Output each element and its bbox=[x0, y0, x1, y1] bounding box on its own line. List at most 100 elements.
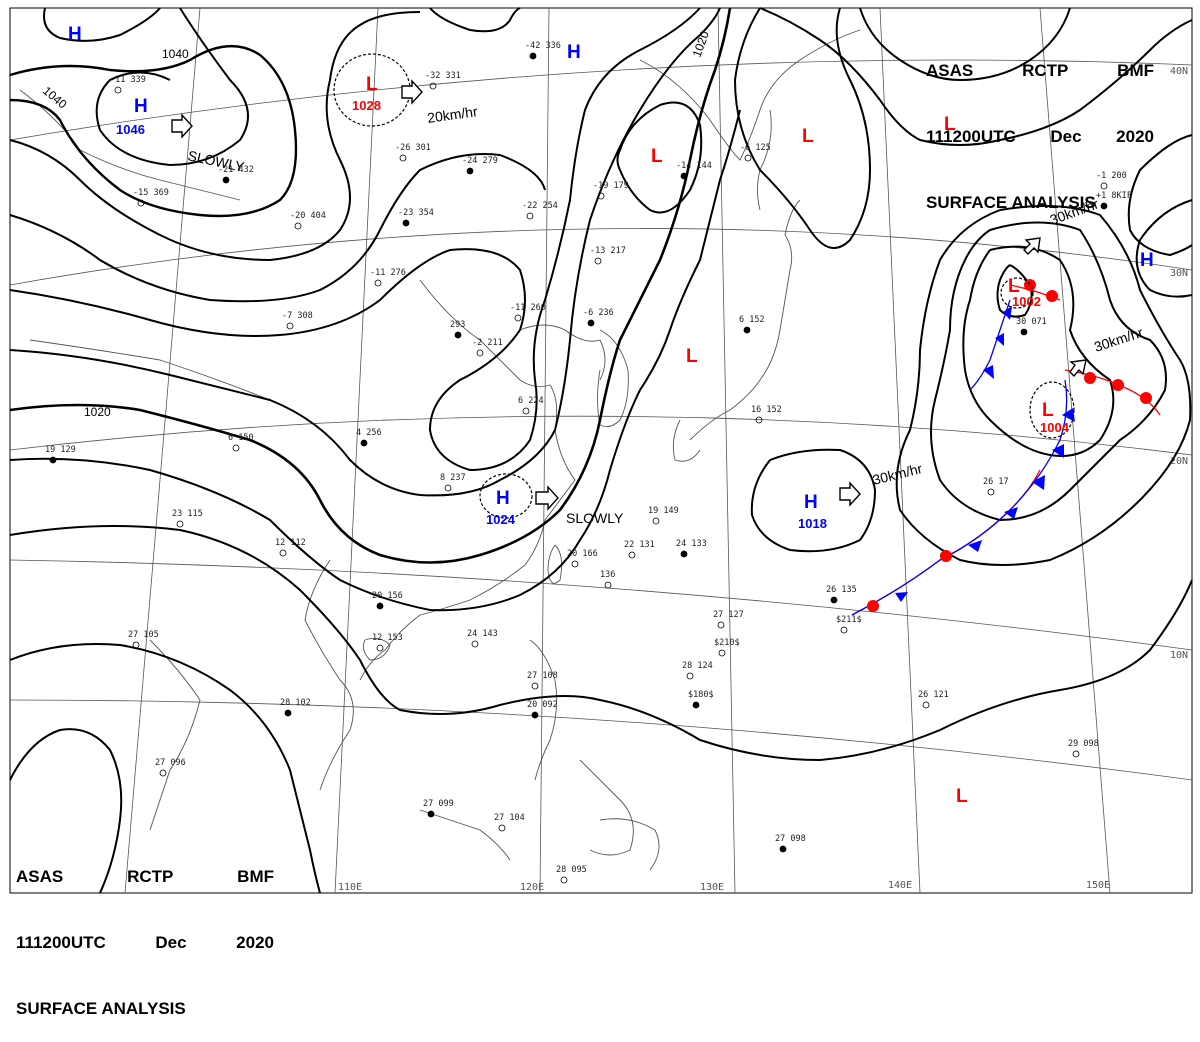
surface-analysis-chart: 1040 1040 1020 1020 bbox=[9, 7, 1193, 894]
header-bottom: ASAS RCTP BMF 111200UTC Dec 2020 SURFACE ANA… bbox=[16, 822, 274, 1042]
station-marker bbox=[522, 407, 530, 415]
motion-label: 20km/hr bbox=[426, 103, 479, 126]
station-label: -24 279 bbox=[462, 156, 498, 166]
isobar bbox=[9, 11, 421, 262]
coast-korea bbox=[597, 329, 629, 428]
station-label: 12 112 bbox=[275, 538, 306, 548]
station-marker bbox=[49, 456, 57, 464]
station-label: 27 098 bbox=[775, 834, 806, 844]
header-center: ASAS bbox=[16, 867, 64, 886]
isobar bbox=[895, 205, 1192, 566]
isobar bbox=[95, 7, 249, 167]
station-label: -11 260 bbox=[510, 303, 546, 313]
station-marker bbox=[680, 172, 688, 180]
high-center-value: 1046 bbox=[116, 122, 145, 137]
motion-arrow bbox=[171, 113, 193, 139]
station-marker bbox=[744, 154, 752, 162]
station-label: -32 331 bbox=[425, 71, 461, 81]
high-center-letter: H bbox=[804, 492, 818, 513]
station-label: 30 071 bbox=[1016, 317, 1047, 327]
cold-front-tooth bbox=[1062, 408, 1075, 422]
station-label: 28 124 bbox=[682, 661, 713, 671]
coast-tibet bbox=[29, 339, 271, 401]
cold-front-tooth bbox=[1003, 306, 1012, 320]
station-marker bbox=[594, 257, 602, 265]
isobar bbox=[733, 7, 872, 249]
cold-front-tooth bbox=[895, 592, 908, 602]
warm-front-bump bbox=[1140, 392, 1152, 404]
coastlines bbox=[19, 29, 861, 871]
warm-front-bump bbox=[940, 550, 952, 562]
isobar bbox=[43, 7, 161, 42]
map-frame bbox=[9, 7, 1193, 894]
motion-label: SLOWLY bbox=[566, 510, 624, 526]
station-marker bbox=[830, 596, 838, 604]
header-source: BMF bbox=[1117, 61, 1154, 80]
station-label: 19 149 bbox=[648, 506, 679, 516]
header-year: 2020 bbox=[236, 933, 274, 952]
coast-bohai bbox=[519, 324, 606, 381]
station-label: 16 152 bbox=[751, 405, 782, 415]
coast-mongolia bbox=[19, 89, 241, 201]
station-label: 20 166 bbox=[567, 549, 598, 559]
low-center-letter: L bbox=[651, 146, 663, 167]
station-label: -26 301 bbox=[395, 143, 431, 153]
station-marker bbox=[444, 484, 452, 492]
station-label: 26 17 bbox=[983, 477, 1009, 487]
isobar bbox=[429, 7, 521, 33]
station-label: $180$ bbox=[688, 690, 714, 700]
station-marker bbox=[427, 810, 435, 818]
station-marker bbox=[374, 279, 382, 287]
isobar bbox=[9, 7, 701, 472]
station-marker bbox=[604, 581, 612, 589]
coast-kyushu bbox=[672, 419, 701, 462]
coast-borneo-north bbox=[419, 809, 511, 861]
station-label: 6 150 bbox=[228, 433, 254, 443]
station-label: 27 099 bbox=[423, 799, 454, 809]
station-marker bbox=[755, 416, 763, 424]
station-label: 27 127 bbox=[713, 610, 744, 620]
station-label: 293 bbox=[450, 320, 465, 330]
station-marker bbox=[526, 212, 534, 220]
low-center-letter: L bbox=[686, 346, 698, 367]
station-label: 22 131 bbox=[624, 540, 655, 550]
longitude-label: 140E bbox=[888, 880, 912, 891]
coast-taiwan bbox=[547, 544, 563, 584]
isobar bbox=[9, 728, 123, 894]
station-label: 27 104 bbox=[494, 813, 525, 823]
station-label: 26 135 bbox=[826, 585, 857, 595]
warm-front-bump bbox=[1112, 379, 1124, 391]
header-station: RCTP bbox=[127, 867, 174, 886]
station-marker bbox=[1100, 182, 1108, 190]
station-marker bbox=[1020, 328, 1028, 336]
station-marker bbox=[232, 444, 240, 452]
station-label: -13 217 bbox=[590, 246, 626, 256]
station-label: 136 bbox=[600, 570, 615, 580]
cold-front-tooth bbox=[995, 333, 1004, 346]
station-marker bbox=[376, 602, 384, 610]
header-station: RCTP bbox=[1022, 61, 1069, 80]
graticule bbox=[9, 7, 1193, 894]
station-marker bbox=[429, 82, 437, 90]
low-center-value: 1028 bbox=[352, 98, 381, 113]
latitude-label: 40N bbox=[1170, 66, 1188, 77]
station-marker bbox=[222, 176, 230, 184]
station-label: -6 125 bbox=[740, 143, 771, 153]
coordinate-labels: 110E 120E 130E 140E 150E 40N 30N 20N 10N bbox=[338, 66, 1188, 893]
station-label: 8 237 bbox=[440, 473, 466, 483]
coast-mindanao bbox=[599, 818, 660, 871]
isobar bbox=[750, 448, 877, 553]
station-marker bbox=[402, 219, 410, 227]
isobar bbox=[859, 7, 1071, 82]
isobar bbox=[930, 221, 1167, 522]
station-marker bbox=[466, 167, 474, 175]
station-marker bbox=[597, 192, 605, 200]
station-label: -7 308 bbox=[282, 311, 313, 321]
station-marker bbox=[286, 322, 294, 330]
high-center-value: 1024 bbox=[486, 512, 516, 527]
station-label: 19 129 bbox=[45, 445, 76, 455]
pressure-systems: H H 1046 L 1028 H L L L H 1024 H 1018 L … bbox=[68, 24, 1154, 807]
station-label: -22 254 bbox=[522, 201, 558, 211]
motion-arrow bbox=[839, 481, 861, 507]
isobar bbox=[9, 109, 741, 612]
